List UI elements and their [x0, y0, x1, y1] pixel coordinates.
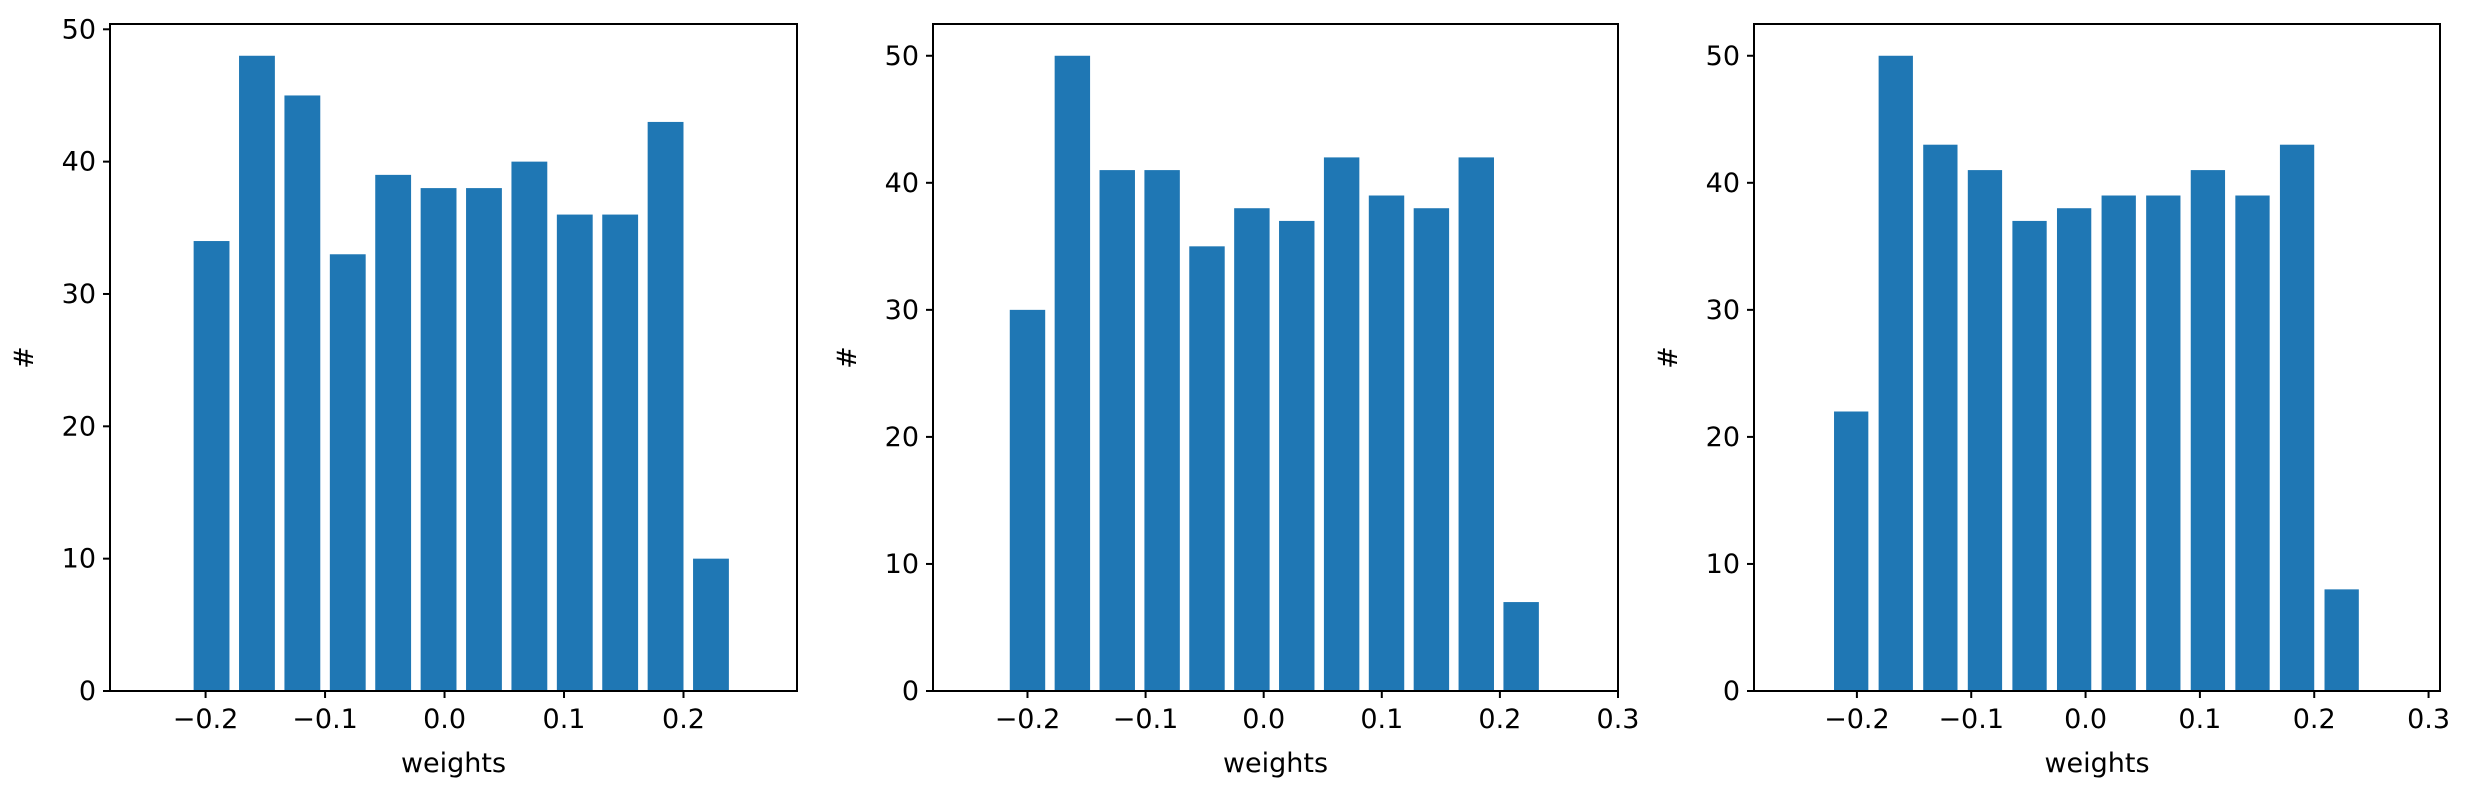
x-tick-label: 0.1	[2178, 704, 2221, 735]
bar	[375, 174, 412, 691]
bar	[2235, 195, 2270, 691]
x-tick-label: 0.2	[2293, 704, 2336, 735]
y-tick-label: 10	[885, 549, 919, 580]
bar	[1234, 208, 1270, 691]
bar	[1834, 411, 1869, 691]
bar	[511, 161, 548, 691]
bar	[1323, 157, 1360, 691]
y-tick-label: 30	[885, 295, 919, 326]
bar	[2012, 220, 2047, 692]
x-tick-label: −0.1	[1113, 704, 1179, 735]
bar	[2190, 170, 2226, 692]
y-tick-label: 20	[1706, 422, 1740, 453]
y-tick-label: 20	[885, 422, 919, 453]
bar	[1458, 157, 1494, 691]
x-tick-label: −0.2	[173, 704, 239, 735]
bar	[602, 214, 639, 691]
bar	[420, 188, 457, 691]
y-tick-label: 50	[1706, 41, 1740, 72]
x-tick-label: 0.2	[1478, 704, 1521, 735]
x-tick-label: −0.2	[1824, 704, 1890, 735]
y-axis-label: #	[1653, 346, 1684, 369]
x-tick-label: 0.1	[543, 704, 586, 735]
bar	[1923, 144, 1958, 691]
y-tick-label: 50	[885, 41, 919, 72]
y-tick-label: 10	[62, 544, 96, 575]
chart-panel-3: −0.2 −0.1 0.0 0.1 0.2 0.3 0 10 20 30 40 50 weights #	[1653, 23, 2450, 779]
bar	[2146, 195, 2181, 691]
bar	[2324, 589, 2359, 691]
bar	[556, 214, 593, 691]
y-tick-label: 0	[902, 676, 919, 707]
x-tick-label: −0.1	[1938, 704, 2004, 735]
bar	[1144, 170, 1180, 692]
y-tick-label: 40	[62, 147, 96, 178]
y-tick-label: 0	[79, 676, 96, 707]
bar	[1279, 220, 1315, 692]
plot-frame	[932, 23, 1619, 692]
bar	[1099, 170, 1135, 692]
y-tick-label: 10	[1706, 549, 1740, 580]
x-axis-label: weights	[2044, 748, 2149, 779]
x-tick-label: 0.1	[1360, 704, 1403, 735]
x-tick-label: 0.3	[2407, 704, 2450, 735]
x-axis-label: weights	[1223, 748, 1328, 779]
y-tick-label: 30	[1706, 295, 1740, 326]
plot-frame	[109, 23, 798, 692]
plot-frame	[1753, 23, 2441, 692]
bar	[2101, 195, 2136, 691]
bar	[2279, 144, 2315, 691]
x-tick-label: 0.3	[1597, 704, 1640, 735]
bar	[647, 121, 684, 692]
x-axis-label: weights	[401, 748, 506, 779]
y-tick-label: 20	[62, 411, 96, 442]
y-axis-label: #	[9, 346, 40, 369]
bar	[284, 95, 321, 691]
bar	[239, 55, 275, 691]
bar	[1368, 195, 1405, 691]
y-tick-label: 30	[62, 279, 96, 310]
x-tick-label: 0.0	[2064, 704, 2107, 735]
y-tick-label: 40	[1706, 168, 1740, 199]
bar	[1878, 55, 1913, 691]
bar	[1189, 246, 1225, 691]
x-tick-label: −0.2	[995, 704, 1061, 735]
x-tick-label: 0.2	[662, 704, 705, 735]
bar	[466, 188, 502, 691]
x-tick-label: 0.0	[1242, 704, 1285, 735]
y-tick-label: 50	[62, 14, 96, 45]
bar	[1413, 208, 1450, 691]
chart-panel-1: −0.2 −0.1 0.0 0.1 0.2 0 10 20 30 40 50 weights #	[9, 14, 798, 779]
y-axis-label: #	[832, 346, 863, 369]
x-tick-label: −0.1	[292, 704, 358, 735]
bar	[2056, 208, 2092, 691]
y-tick-label: 40	[885, 168, 919, 199]
bar	[329, 254, 366, 691]
bar	[193, 241, 230, 692]
chart-panel-2: −0.2 −0.1 0.0 0.1 0.2 0.3 0 10 20 30 40 50 weights #	[832, 23, 1640, 779]
bar	[693, 558, 729, 691]
bar	[1503, 602, 1539, 691]
y-tick-label: 0	[1723, 676, 1740, 707]
x-tick-label: 0.0	[423, 704, 466, 735]
bar	[1009, 309, 1046, 691]
bar	[1967, 170, 2003, 692]
bar	[1054, 55, 1091, 691]
